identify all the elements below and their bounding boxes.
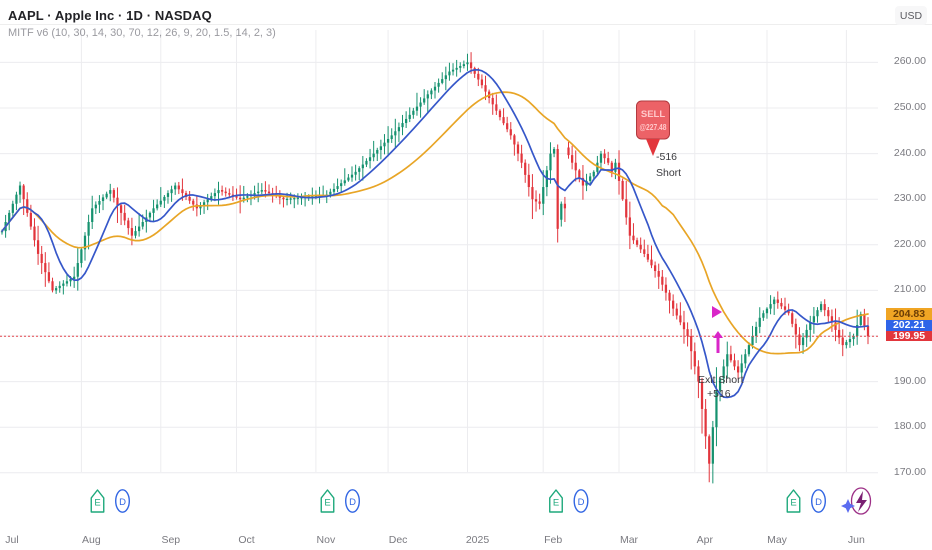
svg-text:-516: -516 (656, 151, 677, 163)
svg-text:E: E (553, 498, 559, 509)
svg-text:@227.48: @227.48 (640, 123, 667, 132)
svg-text:SELL: SELL (641, 109, 665, 120)
svg-text:Exit Short: Exit Short (698, 374, 744, 386)
svg-text:D: D (815, 497, 822, 508)
svg-text:Short: Short (656, 167, 681, 179)
svg-text:D: D (119, 497, 126, 508)
svg-text:E: E (790, 498, 796, 509)
svg-text:+516: +516 (707, 388, 731, 400)
svg-text:E: E (94, 498, 100, 509)
svg-text:D: D (578, 497, 585, 508)
svg-text:E: E (324, 498, 330, 509)
svg-text:D: D (349, 497, 356, 508)
